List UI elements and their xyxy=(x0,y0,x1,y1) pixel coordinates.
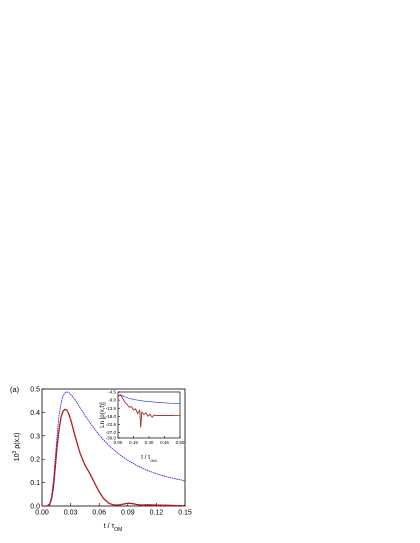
main-x-tick-label: 0.15 xyxy=(178,510,192,517)
inset-y-tick-label: -9.0 xyxy=(108,398,116,403)
main-x-axis: 0.00 0.03 0.06 0.09 0.12 0.15 xyxy=(35,503,192,517)
main-x-axis-title-base: t / τ xyxy=(104,523,115,530)
main-chart: 0.00.10.20.30.40.5 0.00 0.03 0.06 0.09 0.12 0… xyxy=(12,386,192,533)
main-x-tick-label: 0.03 xyxy=(64,510,78,517)
inset-y-tick-label: -13.5 xyxy=(106,406,117,411)
inset-series-lines xyxy=(117,394,181,428)
inset-y-tick-label: -18.0 xyxy=(106,414,117,419)
main-y-tick-label: 0.5 xyxy=(30,386,40,393)
inset-y-axis-title: Ln [ρ(x,t)] xyxy=(100,402,106,428)
main-x-axis-title: t / τOM xyxy=(104,523,123,533)
main-y-tick-label: 0.0 xyxy=(30,503,40,510)
main-y-tick-label: 0.3 xyxy=(30,433,40,440)
inset-series-line-3 xyxy=(117,394,181,428)
main-x-tick-label: 0.09 xyxy=(121,510,135,517)
main-series-line-3 xyxy=(41,408,186,507)
inset-y-tick-label: -4.5 xyxy=(108,390,116,395)
inset-x-axis-title-sub: OM xyxy=(150,458,156,463)
inset-y-tick-label: -30.0 xyxy=(106,436,117,441)
inset-y-axis: -4.5 -9.0 -13.5 -18.0 -22.5 -27.0-30.0 xyxy=(106,390,120,441)
main-y-tick-label: 0.4 xyxy=(30,410,40,417)
main-series-line-1 xyxy=(41,391,186,507)
main-series-lines xyxy=(41,391,186,507)
main-x-axis-title-sub: OM xyxy=(114,527,122,533)
main-x-tick-label: 0.00 xyxy=(35,510,49,517)
inset-x-axis: 0.00 0.15 0.30 0.45 0.60 xyxy=(114,436,185,445)
main-y-axis: 0.0 0.1 0.2 0.3 0.4 0.5 xyxy=(30,386,45,510)
inset-x-tick-label: 0.00 xyxy=(114,440,123,445)
inset-x-tick-label: 0.45 xyxy=(160,440,169,445)
inset-x-axis-title: t / τOM xyxy=(141,455,157,463)
main-y-tick-label: 0.1 xyxy=(30,480,40,487)
main-x-tick-label: 0.06 xyxy=(92,510,106,517)
inset-y-tick-label: -22.5 xyxy=(106,422,117,427)
inset-x-tick-label: 0.30 xyxy=(145,440,154,445)
main-y-axis-title-rest: ρ(x,t) xyxy=(14,433,21,451)
inset-x-tick-label: 0.15 xyxy=(129,440,138,445)
inset-y-tick-label: -27.0 xyxy=(106,430,117,435)
main-y-axis-title-sup: 3 xyxy=(12,450,18,453)
inset-x-tick-label: 0.60 xyxy=(176,440,185,445)
main-plot-frame xyxy=(41,388,186,507)
main-y-axis-title-base: 10 xyxy=(14,453,21,461)
main-y-tick-label: 0.2 xyxy=(30,457,40,464)
inset-chart: -4.5-9.0-13.5-18.0-22.5-27.0-30.0 0.00 0.… xyxy=(100,390,185,463)
inset-series-line-1 xyxy=(117,394,181,405)
main-y-axis-title: 103 ρ(x,t) xyxy=(12,433,21,462)
inset-x-axis-title-base: t / τ xyxy=(141,455,151,461)
main-x-tick-label: 0.12 xyxy=(150,510,164,517)
panel-label: (a) xyxy=(10,385,20,394)
